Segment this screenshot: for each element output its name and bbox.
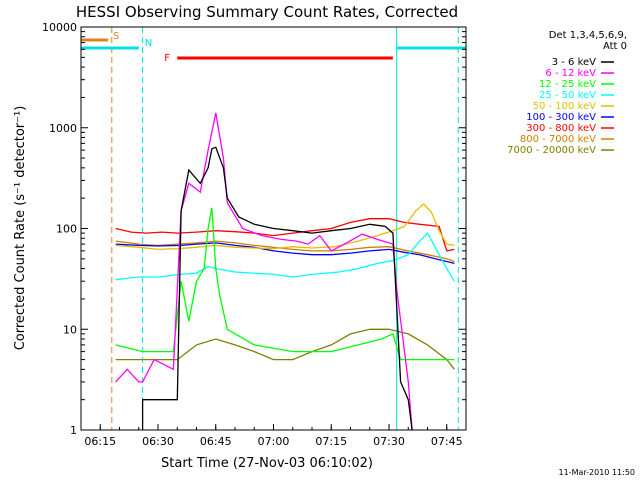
x-tick-label: 07:00	[258, 435, 290, 448]
legend-header: Det 1,3,4,5,6,9,	[549, 30, 627, 41]
legend-label: 300 - 800 keV	[526, 123, 596, 134]
series-6-12-keV	[115, 112, 413, 431]
legend-label: 12 - 25 keV	[539, 79, 596, 90]
y-tick-label: 10	[63, 323, 77, 336]
y-axis-label: Corrected Count Rate (s⁻¹ detector⁻¹)	[13, 106, 28, 351]
series-100-300-keV	[115, 242, 455, 265]
y-axis: 1 10 100 1000 10000	[42, 21, 466, 437]
x-tick-label: 07:45	[431, 435, 463, 448]
footer-timestamp: 11-Mar-2010 11:50	[559, 468, 636, 477]
series-3-6-keV	[141, 146, 413, 431]
legend-label: 100 - 300 keV	[526, 112, 596, 123]
legend-label: 7000 - 20000 keV	[507, 145, 596, 156]
legend-label: 25 - 50 keV	[539, 90, 596, 101]
y-tick-label: 1000	[49, 122, 77, 135]
x-tick-label: 07:30	[373, 435, 405, 448]
legend-header: Att 0	[603, 41, 627, 52]
x-axis-label: Start Time (27-Nov-03 06:10:02)	[161, 456, 373, 471]
x-tick-label: 06:45	[200, 435, 232, 448]
x-axis: 06:15 06:30 06:45 07:00 07:15 07:30 07:45	[80, 424, 467, 448]
legend-label: 50 - 100 keV	[533, 101, 597, 112]
y-tick-label: 10000	[42, 21, 77, 34]
flag-label-F: F	[164, 53, 170, 64]
flag-label-N: N	[145, 38, 152, 49]
series-12-25-keV	[115, 207, 455, 361]
series-7000-20000-keV	[115, 328, 455, 370]
legend-label: 6 - 12 keV	[545, 68, 596, 79]
x-tick-label: 06:15	[84, 435, 116, 448]
chart-title: HESSI Observing Summary Count Rates, Cor…	[76, 3, 458, 21]
flag-label-S: S	[113, 31, 119, 42]
y-tick-label: 1	[70, 424, 77, 437]
x-tick-label: 06:30	[142, 435, 174, 448]
plot-area: S N F	[80, 27, 466, 431]
legend-label: 3 - 6 keV	[552, 57, 596, 68]
series-800-7000-keV	[115, 240, 455, 263]
x-tick-label: 07:15	[315, 435, 347, 448]
series-25-50-keV	[115, 232, 455, 282]
y-tick-label: 100	[56, 223, 77, 236]
series-300-800-keV	[115, 218, 455, 252]
legend-label: 800 - 7000 keV	[520, 134, 596, 145]
series-50-100-keV	[115, 203, 455, 251]
